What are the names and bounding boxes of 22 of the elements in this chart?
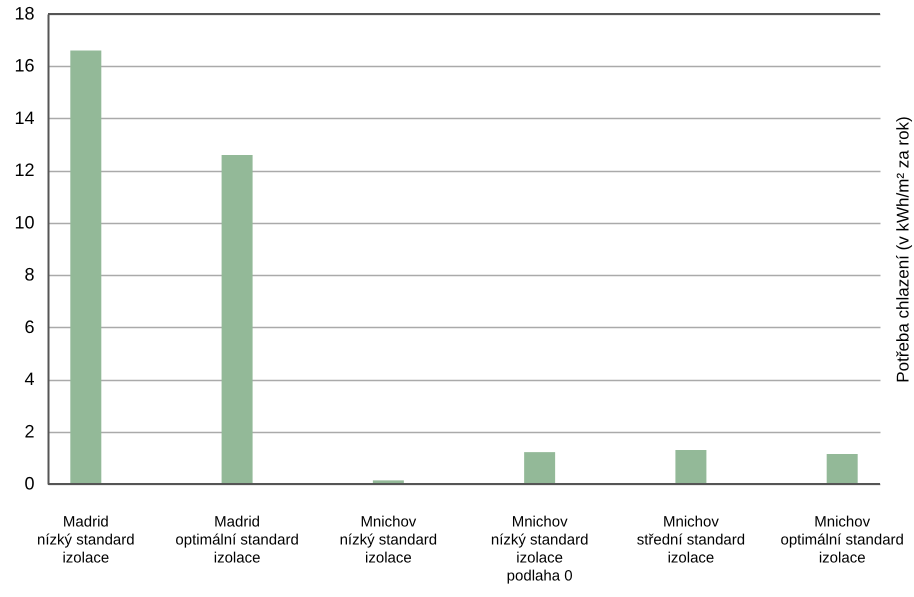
bar [222,155,253,484]
y-tick-label: 10 [14,212,34,232]
y-tick-label: 0 [24,474,34,494]
y-tick-label: 6 [24,316,34,337]
bar [524,452,556,484]
x-tick-label: Madrid optimální standard izolace [175,514,299,566]
bar [826,454,858,484]
y-tick-label: 14 [14,108,34,128]
x-tick-label: Mnichov nízký standard izolace podlaha 0 [490,514,588,584]
y-tick-label: 8 [24,264,34,285]
x-tick-label: Madrid nízký standard izolace [37,514,135,566]
y-tick-label: 2 [24,421,34,442]
y-tick-label: 18 [14,4,34,24]
y-tick-label: 4 [24,369,34,390]
bar [675,450,706,484]
bar [70,50,102,484]
x-tick-label: Mnichov střední standard izolace [636,514,746,566]
y-tick-label: 12 [14,160,34,180]
y-axis-title: Potřeba chlazení (v kWh/m² za rok) [894,116,912,383]
x-tick-label: Mnichov optimální standard izolace [780,514,904,566]
y-tick-label: 16 [14,56,34,76]
x-tick-label: Mnichov nízký standard izolace [340,514,438,566]
